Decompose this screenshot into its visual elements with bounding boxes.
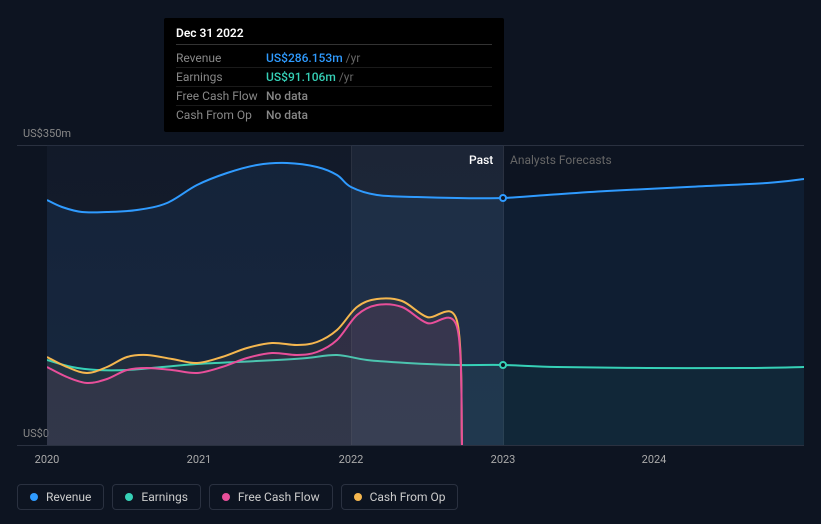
legend-item-free-cash-flow[interactable]: Free Cash Flow <box>209 484 333 510</box>
tooltip-row-label: Cash From Op <box>176 108 266 122</box>
legend-dot <box>125 493 133 501</box>
tooltip-row-label: Revenue <box>176 51 266 65</box>
tooltip-row-suffix: /yr <box>346 51 361 65</box>
tooltip-row-value: US$286.153m <box>266 51 343 65</box>
legend-dot <box>30 493 38 501</box>
legend-dot <box>354 493 362 501</box>
xaxis-label: 2024 <box>642 453 667 466</box>
revenue-marker <box>499 194 507 202</box>
legend-item-earnings[interactable]: Earnings <box>112 484 201 510</box>
chart-plot[interactable] <box>47 145 804 445</box>
legend-item-revenue[interactable]: Revenue <box>17 484 104 510</box>
tooltip-row-value: US$91.106m <box>266 70 336 84</box>
tooltip-row-label: Free Cash Flow <box>176 89 266 103</box>
yaxis-label: US$350m <box>23 127 71 140</box>
tooltip-date: Dec 31 2022 <box>176 26 492 45</box>
tooltip-row: Free Cash FlowNo data <box>176 87 492 106</box>
legend-label: Cash From Op <box>370 490 446 504</box>
tooltip-row: RevenueUS$286.153m/yr <box>176 49 492 68</box>
tooltip-row-value: No data <box>266 89 308 103</box>
tooltip-row-label: Earnings <box>176 70 266 84</box>
tooltip-row: EarningsUS$91.106m/yr <box>176 68 492 87</box>
tooltip-row-value: No data <box>266 108 308 122</box>
earnings-marker <box>499 361 507 369</box>
legend: Revenue Earnings Free Cash Flow Cash From O… <box>17 484 458 510</box>
xaxis-label: 2020 <box>35 453 60 466</box>
legend-label: Free Cash Flow <box>238 490 320 504</box>
legend-item-cash-from-op[interactable]: Cash From Op <box>341 484 459 510</box>
legend-label: Earnings <box>141 490 188 504</box>
tooltip-row-suffix: /yr <box>339 70 354 84</box>
legend-dot <box>222 493 230 501</box>
yaxis-label: US$0 <box>23 427 49 440</box>
chart-tooltip: Dec 31 2022 RevenueUS$286.153m/yrEarning… <box>164 18 504 132</box>
tooltip-row: Cash From OpNo data <box>176 106 492 124</box>
gridline <box>17 445 804 446</box>
xaxis-label: 2022 <box>339 453 364 466</box>
xaxis-label: 2021 <box>187 453 212 466</box>
legend-label: Revenue <box>46 490 91 504</box>
xaxis-label: 2023 <box>491 453 516 466</box>
